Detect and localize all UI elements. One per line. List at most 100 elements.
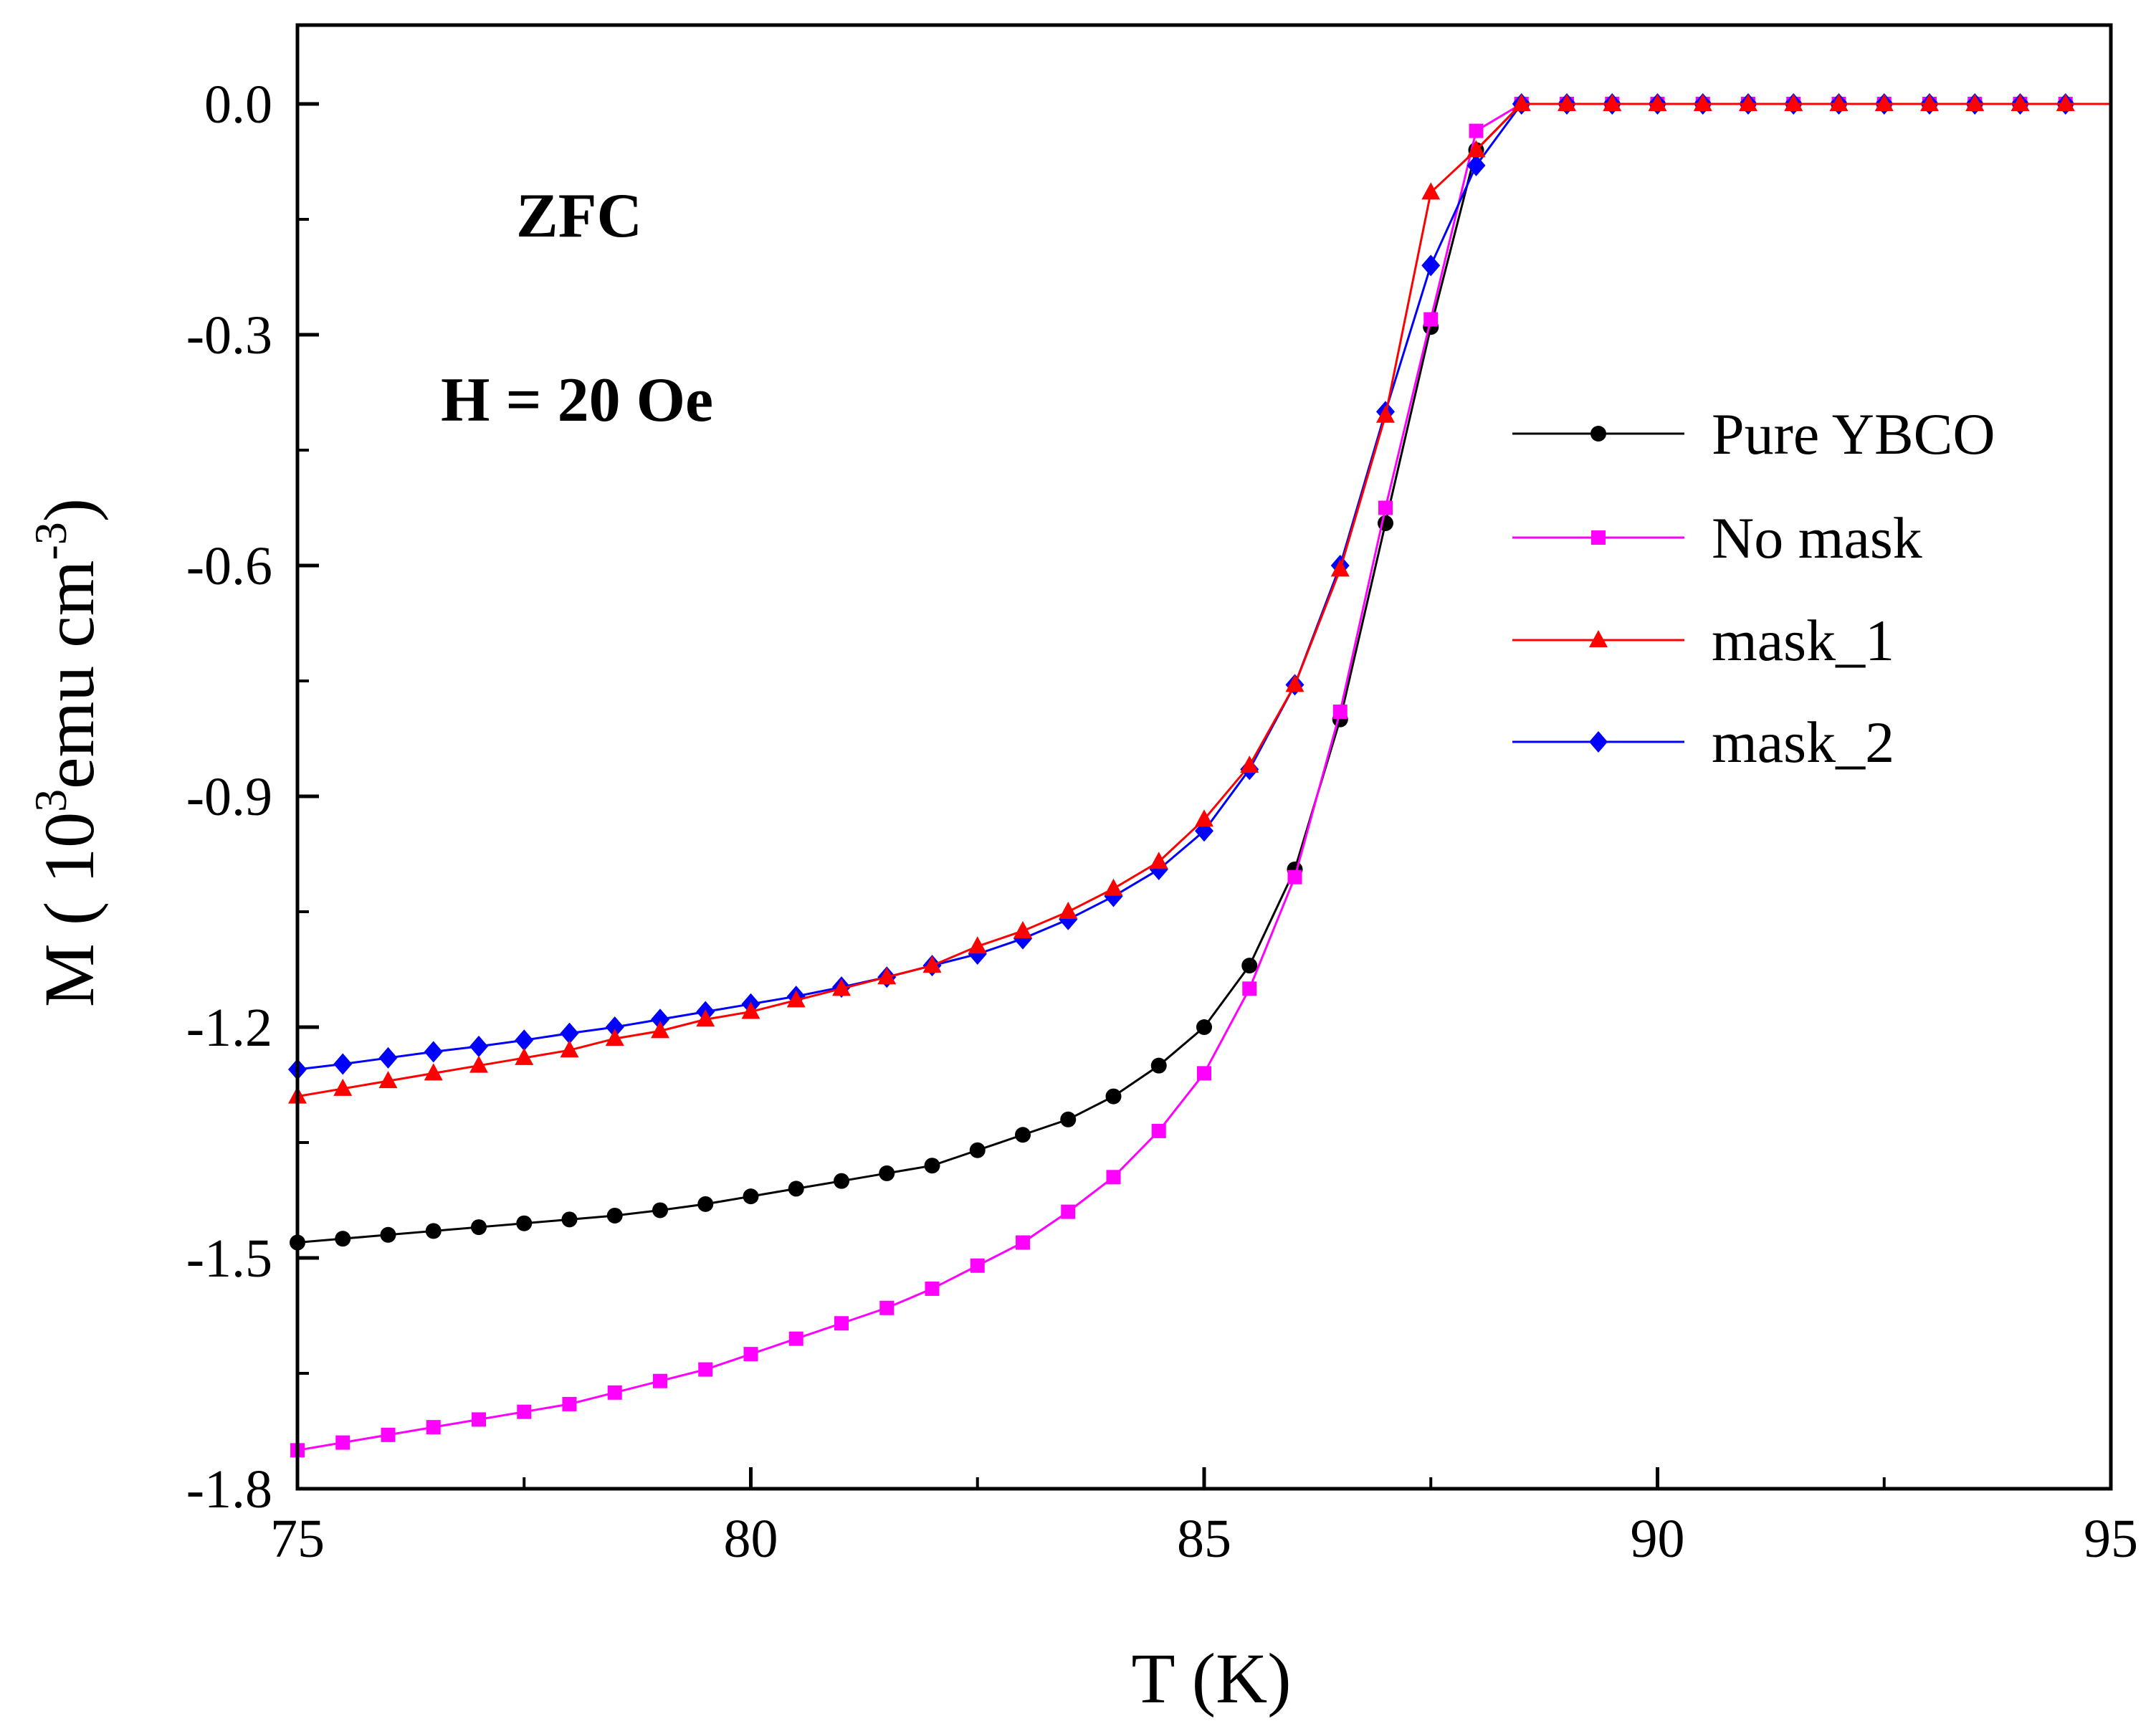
data-point <box>879 1165 895 1181</box>
plot-series <box>288 93 2111 1458</box>
data-point <box>1104 878 1123 896</box>
data-point <box>424 1063 443 1081</box>
data-point <box>1013 920 1032 938</box>
legend-label: mask_2 <box>1712 710 1894 775</box>
data-point <box>381 1427 396 1442</box>
data-point <box>741 1001 760 1019</box>
data-point <box>333 1053 353 1075</box>
annotation-zfc: ZFC <box>516 181 642 251</box>
y-tick-label--1.2: -1.2 <box>186 998 272 1058</box>
legend-entry-pure-ybco: Pure YBCO <box>1512 401 1995 467</box>
legend-label: No mask <box>1712 505 1922 571</box>
data-point <box>560 1040 579 1058</box>
data-point <box>969 1142 986 1158</box>
data-point <box>1466 140 1486 158</box>
data-point <box>380 1226 396 1243</box>
annotation-field: H = 20 Oe <box>441 366 713 435</box>
data-point <box>925 1281 940 1296</box>
data-point <box>1285 674 1304 692</box>
legend-label: mask_1 <box>1712 608 1894 673</box>
data-point <box>1874 94 1894 111</box>
data-point <box>1332 704 1348 719</box>
data-point <box>378 1046 398 1069</box>
x-tick-label-80: 80 <box>724 1509 778 1569</box>
tick-labels: 75 80 85 90 95 0.0 -0.3 -0.6 -0.9 -1.2 -1.5 -1.8 <box>186 75 2138 1569</box>
legend-entry-mask_1: mask_1 <box>1512 608 1894 673</box>
data-point <box>1015 1127 1031 1143</box>
data-point <box>606 1207 623 1224</box>
y-axis-title-sup1: 3 <box>25 789 76 812</box>
data-point <box>697 1196 714 1212</box>
data-point <box>743 1188 759 1205</box>
data-point <box>472 1412 486 1427</box>
data-point <box>1829 94 1849 111</box>
x-tick-label-95: 95 <box>2084 1509 2138 1569</box>
data-point <box>1421 182 1441 200</box>
y-axis-title: M ( 103emu cm-3) <box>25 498 109 1007</box>
data-point <box>1059 902 1078 919</box>
y-tick-label--1.8: -1.8 <box>186 1459 272 1520</box>
y-tick-label--0.6: -0.6 <box>186 536 272 596</box>
y-axis-title-mid: emu cm <box>29 561 109 789</box>
data-point <box>1149 852 1168 869</box>
data-point <box>970 1258 985 1273</box>
data-point <box>335 1435 350 1450</box>
data-point <box>834 1173 849 1189</box>
data-point <box>652 1202 668 1219</box>
data-point <box>1106 1170 1121 1185</box>
data-point <box>834 1316 849 1331</box>
data-point <box>1421 254 1441 277</box>
data-point <box>1195 809 1213 827</box>
data-point <box>1240 755 1259 773</box>
data-point <box>335 1231 351 1247</box>
data-point <box>1920 94 1939 111</box>
data-point <box>1648 94 1667 111</box>
data-point <box>1469 123 1484 138</box>
data-point <box>517 1404 532 1419</box>
data-point <box>1197 1066 1211 1081</box>
y-axis-title-prefix: M ( 10 <box>29 812 109 1007</box>
data-point <box>877 967 897 985</box>
data-point <box>515 1029 534 1052</box>
data-point <box>607 1385 622 1400</box>
data-point <box>605 1016 624 1038</box>
y-tick-label--0.9: -0.9 <box>186 767 272 827</box>
data-point <box>1603 94 1622 111</box>
data-point <box>1060 1111 1077 1127</box>
data-point <box>651 1021 669 1039</box>
x-tick-label-90: 90 <box>1631 1509 1685 1569</box>
data-point <box>1512 94 1531 111</box>
y-tick-label--1.5: -1.5 <box>186 1229 272 1289</box>
legend-marker <box>1590 426 1606 442</box>
data-point <box>605 1029 624 1046</box>
data-point <box>1784 94 1803 111</box>
legend-marker <box>1589 630 1608 647</box>
series-line <box>297 102 2111 1451</box>
data-point <box>1105 1088 1122 1105</box>
data-point <box>1423 312 1439 327</box>
data-point <box>562 1396 577 1411</box>
data-point <box>1242 981 1257 996</box>
data-point <box>426 1420 441 1435</box>
data-point <box>698 1362 713 1377</box>
data-point <box>968 936 987 954</box>
data-point <box>333 1078 353 1096</box>
x-tick-label-85: 85 <box>1177 1509 1231 1569</box>
data-point <box>743 1347 758 1362</box>
data-point <box>651 1008 669 1031</box>
y-axis-title-sup2: -3 <box>25 522 76 560</box>
data-point <box>653 1373 667 1388</box>
legend: Pure YBCO No mask mask_1 mask_2 <box>1512 401 1995 775</box>
legend-entry-mask_2: mask_2 <box>1512 710 1894 775</box>
data-point <box>425 1223 442 1239</box>
data-point <box>1287 869 1302 884</box>
x-tick-label-75: 75 <box>270 1509 325 1569</box>
y-axis-title-suffix: ) <box>29 498 109 522</box>
data-point <box>516 1215 533 1231</box>
data-point <box>1196 1019 1212 1035</box>
data-point <box>471 1219 487 1236</box>
data-point <box>832 978 851 996</box>
data-point <box>924 1158 940 1174</box>
data-point <box>788 1331 803 1346</box>
data-point <box>1466 154 1486 176</box>
